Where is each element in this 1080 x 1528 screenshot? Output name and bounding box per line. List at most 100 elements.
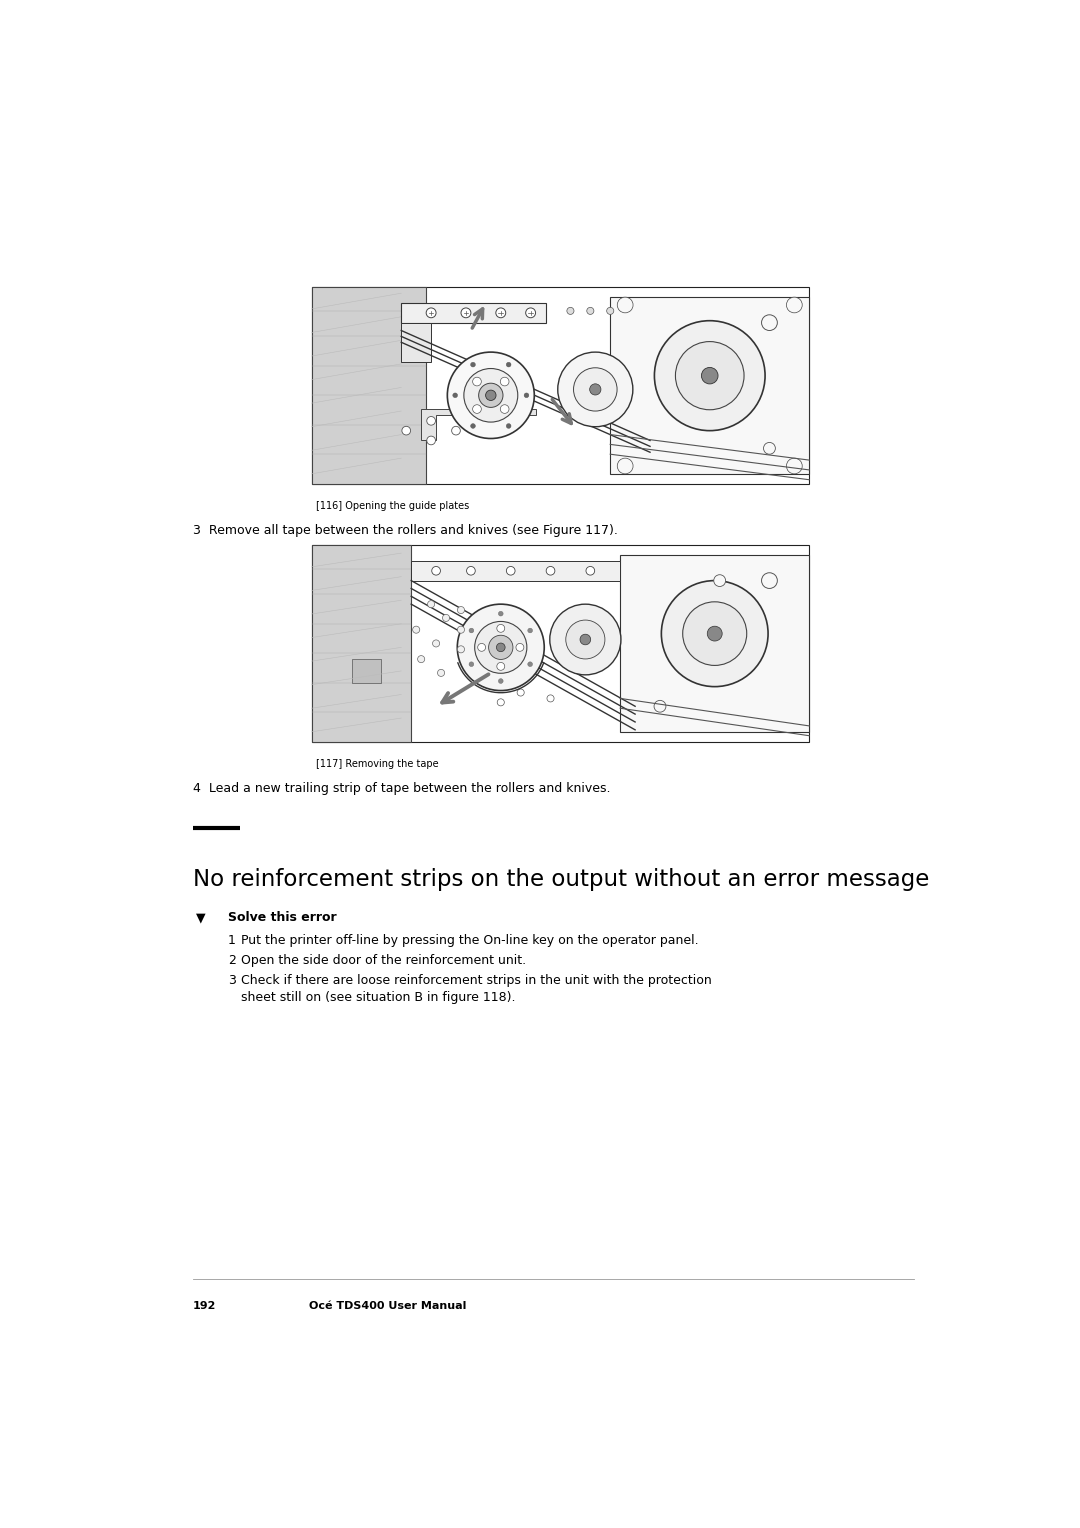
Circle shape [507,423,511,428]
Circle shape [469,628,474,633]
Circle shape [461,309,471,318]
Polygon shape [610,296,809,474]
Circle shape [458,607,464,614]
Circle shape [447,351,535,439]
Circle shape [701,367,718,384]
Circle shape [654,700,666,712]
Circle shape [475,622,527,674]
Circle shape [586,567,595,575]
Circle shape [402,426,410,435]
Circle shape [528,662,532,666]
Circle shape [496,309,505,318]
Circle shape [497,643,505,651]
Circle shape [437,669,445,677]
Circle shape [528,628,532,633]
Circle shape [432,567,441,575]
Circle shape [761,573,778,588]
Circle shape [498,678,503,683]
Circle shape [488,636,513,660]
Circle shape [473,405,482,414]
Polygon shape [312,545,411,741]
Circle shape [471,423,475,428]
Circle shape [486,390,496,400]
Text: No reinforcement strips on the output without an error message: No reinforcement strips on the output wi… [193,868,930,891]
Circle shape [427,417,435,425]
Circle shape [458,646,464,652]
Polygon shape [402,322,431,362]
Bar [351,659,381,683]
Circle shape [500,377,509,387]
Text: Check if there are loose reinforcement strips in the unit with the protection: Check if there are loose reinforcement s… [241,975,712,987]
Circle shape [458,626,464,633]
Polygon shape [620,555,809,732]
Circle shape [413,626,420,633]
Circle shape [473,377,482,387]
Circle shape [427,309,436,318]
Circle shape [507,362,511,367]
Circle shape [451,426,460,435]
Polygon shape [421,410,536,440]
Text: 4  Lead a new trailing strip of tape between the rollers and knives.: 4 Lead a new trailing strip of tape betw… [193,782,610,795]
Circle shape [432,640,440,646]
Circle shape [586,307,594,315]
Circle shape [761,315,778,330]
Circle shape [557,351,633,426]
Text: [116] Opening the guide plates: [116] Opening the guide plates [315,501,469,510]
Circle shape [714,575,726,587]
Circle shape [418,656,424,663]
Circle shape [618,296,633,313]
Circle shape [497,698,504,706]
Text: 192: 192 [193,1300,216,1311]
Circle shape [526,309,536,318]
Circle shape [464,368,517,422]
Circle shape [607,307,613,315]
Circle shape [500,405,509,414]
Polygon shape [402,303,545,322]
Circle shape [453,393,458,397]
Circle shape [498,611,503,616]
Text: ▼: ▼ [197,911,205,924]
Circle shape [497,663,504,671]
Circle shape [517,689,524,697]
Circle shape [477,643,486,651]
Circle shape [546,567,555,575]
Circle shape [546,695,554,701]
Text: 2: 2 [228,953,235,967]
Polygon shape [312,287,427,484]
Text: Océ TDS400 User Manual: Océ TDS400 User Manual [309,1300,467,1311]
Circle shape [443,614,449,622]
Text: Put the printer off-line by pressing the On-line key on the operator panel.: Put the printer off-line by pressing the… [241,934,699,947]
Text: Open the side door of the reinforcement unit.: Open the side door of the reinforcement … [241,953,526,967]
Circle shape [457,604,544,691]
Circle shape [580,634,591,645]
Circle shape [516,643,524,651]
Text: sheet still on (see situation B in figure 118).: sheet still on (see situation B in figur… [241,992,515,1004]
Circle shape [786,458,802,474]
Circle shape [507,567,515,575]
Circle shape [427,435,435,445]
Circle shape [524,393,529,397]
Circle shape [675,342,744,410]
Circle shape [467,567,475,575]
Polygon shape [411,561,620,581]
Circle shape [661,581,768,686]
Circle shape [683,602,746,665]
Text: Solve this error: Solve this error [228,911,337,924]
Circle shape [654,321,765,431]
Circle shape [497,625,504,633]
Circle shape [478,384,503,408]
Text: [117] Removing the tape: [117] Removing the tape [315,758,438,769]
Circle shape [428,601,434,608]
Text: 1: 1 [228,934,235,947]
Text: 3  Remove all tape between the rollers and knives (see Figure 117).: 3 Remove all tape between the rollers an… [193,524,618,536]
Bar [312,287,809,484]
Circle shape [566,620,605,659]
Circle shape [573,368,617,411]
Circle shape [764,443,775,454]
Text: 3: 3 [228,975,235,987]
Circle shape [471,362,475,367]
Circle shape [786,296,802,313]
Circle shape [618,458,633,474]
Circle shape [567,307,573,315]
Circle shape [550,604,621,675]
